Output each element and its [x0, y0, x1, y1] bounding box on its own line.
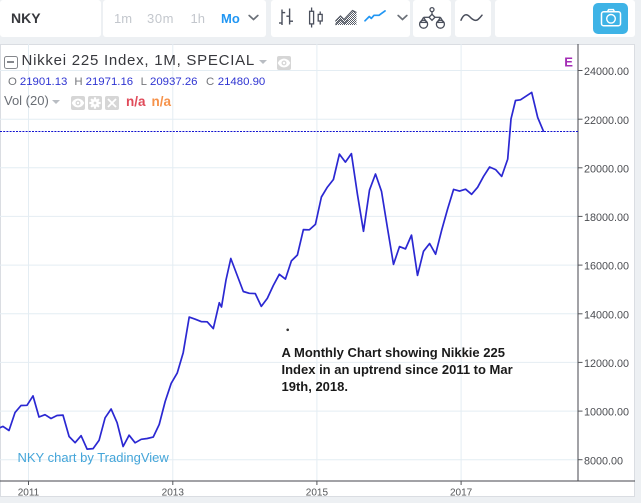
svg-text:22000.00: 22000.00	[584, 115, 629, 127]
svg-text:2015: 2015	[306, 488, 329, 498]
svg-text:18000.00: 18000.00	[584, 212, 629, 224]
svg-text:10000.00: 10000.00	[584, 407, 629, 419]
svg-text:2011: 2011	[18, 488, 40, 498]
svg-text:8000.00: 8000.00	[584, 455, 623, 467]
svg-text:E: E	[564, 54, 573, 69]
svg-text:2013: 2013	[162, 488, 185, 498]
svg-text:12000.00: 12000.00	[584, 358, 629, 370]
svg-text:24000.00: 24000.00	[584, 66, 629, 78]
svg-text:16000.00: 16000.00	[584, 261, 629, 273]
svg-text:2017: 2017	[450, 488, 473, 498]
svg-text:14000.00: 14000.00	[584, 309, 629, 321]
svg-text:20000.00: 20000.00	[584, 163, 629, 175]
